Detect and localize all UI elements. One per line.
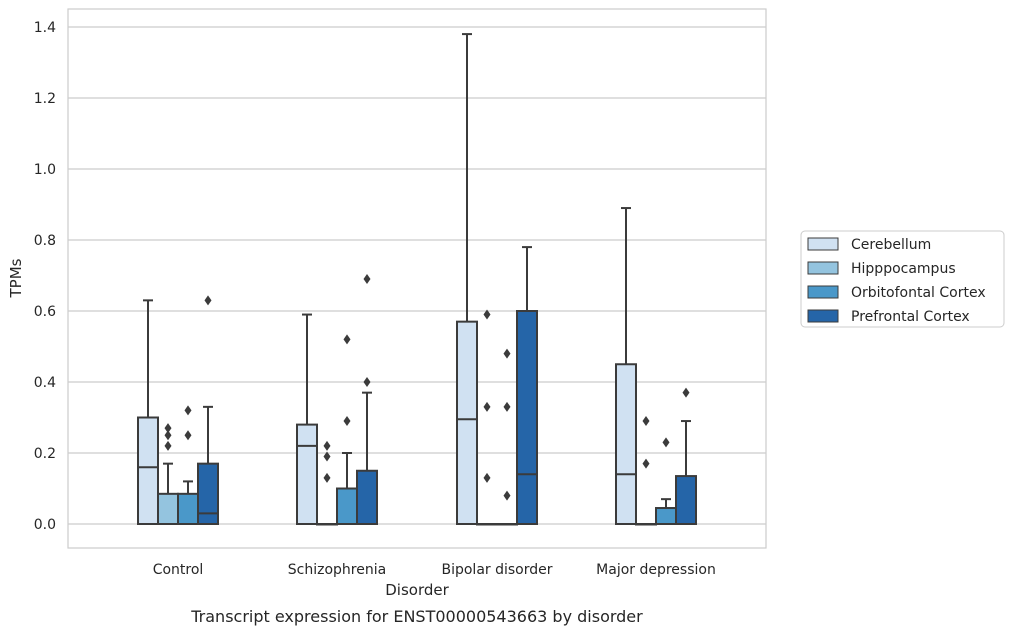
box <box>157 492 179 526</box>
outlier-point <box>164 440 172 451</box>
legend: Cerebellum Hipppocampus Orbitofontal Corte… <box>800 230 1005 328</box>
legend-swatch <box>807 261 839 275</box>
outlier-point <box>164 430 172 441</box>
y-axis-label: TPMs <box>7 258 25 298</box>
outlier-point <box>343 334 351 345</box>
box <box>356 469 378 525</box>
legend-frame <box>800 230 1005 328</box>
box-group <box>516 246 538 525</box>
box-group <box>675 387 697 526</box>
box-group <box>456 33 478 525</box>
legend-swatch <box>807 285 839 299</box>
outlier-point <box>164 423 172 434</box>
legend-label: Hipppocampus <box>851 261 956 277</box>
box-group <box>296 313 318 526</box>
x-tick-label: Control <box>153 562 204 578</box>
legend-label: Orbitofontal Cortex <box>851 285 986 301</box>
y-tick-labels: 0.0 0.2 0.4 0.6 0.8 1.0 1.2 1.4 <box>34 20 56 533</box>
plot-frame <box>67 8 767 549</box>
y-tick-label: 1.2 <box>34 91 56 107</box>
box-series <box>137 33 697 526</box>
outlier-point <box>682 387 690 398</box>
box <box>655 507 677 525</box>
outlier-point <box>184 430 192 441</box>
outlier-point <box>184 405 192 416</box>
box <box>177 492 199 526</box>
legend-label: Prefrontal Cortex <box>851 309 970 325</box>
box <box>615 363 637 525</box>
box-group <box>356 274 378 525</box>
x-tick-label: Schizophrenia <box>288 562 386 578</box>
y-tick-label: 0.8 <box>34 233 56 249</box>
box <box>197 462 219 525</box>
legend-swatch <box>807 237 839 251</box>
box-group <box>336 334 358 525</box>
box-group <box>655 437 677 525</box>
y-tick-label: 1.0 <box>34 162 56 178</box>
box <box>675 475 697 526</box>
y-tick-label: 1.4 <box>34 20 56 36</box>
legend-label: Cerebellum <box>851 237 931 253</box>
outlier-point <box>642 416 650 427</box>
box <box>336 487 358 525</box>
box-group <box>177 405 199 526</box>
outlier-point <box>363 377 371 387</box>
outlier-point <box>503 490 511 501</box>
box-group <box>476 309 498 526</box>
box-group <box>615 207 637 525</box>
outlier-point <box>503 348 511 359</box>
y-tick-label: 0.2 <box>34 446 56 462</box>
y-tick-label: 0.4 <box>34 375 56 391</box>
box <box>516 310 538 525</box>
outlier-point <box>483 401 491 412</box>
y-tick-label: 0.0 <box>34 517 56 533</box>
box-group <box>635 416 657 526</box>
outlier-point <box>323 451 331 462</box>
box-group <box>157 423 179 526</box>
outlier-point <box>204 295 212 306</box>
outlier-point <box>503 401 511 412</box>
outlier-point <box>323 472 331 483</box>
outlier-point <box>363 274 371 285</box>
box-group <box>137 299 159 525</box>
outlier-point <box>483 472 491 483</box>
box <box>296 423 318 526</box>
legend-swatch <box>807 309 839 323</box>
outlier-point <box>662 437 670 448</box>
outlier-point <box>642 458 650 469</box>
outlier-point <box>323 440 331 451</box>
outlier-point <box>483 309 491 320</box>
x-tick-label: Bipolar disorder <box>441 562 552 578</box>
x-axis-label: Disorder <box>385 581 449 599</box>
outlier-point <box>343 416 351 427</box>
x-tick-label: Major depression <box>596 562 716 578</box>
legend-items: Cerebellum Hipppocampus Orbitofontal Corte… <box>807 237 986 325</box>
y-tick-label: 0.6 <box>34 304 56 320</box>
chart-caption: Transcript expression for ENST0000054366… <box>190 607 643 626</box>
x-tick-labels: Control Schizophrenia Bipolar disorder Majo… <box>153 562 716 578</box>
box <box>456 320 478 525</box>
box <box>137 416 159 525</box>
box-group <box>197 295 219 525</box>
